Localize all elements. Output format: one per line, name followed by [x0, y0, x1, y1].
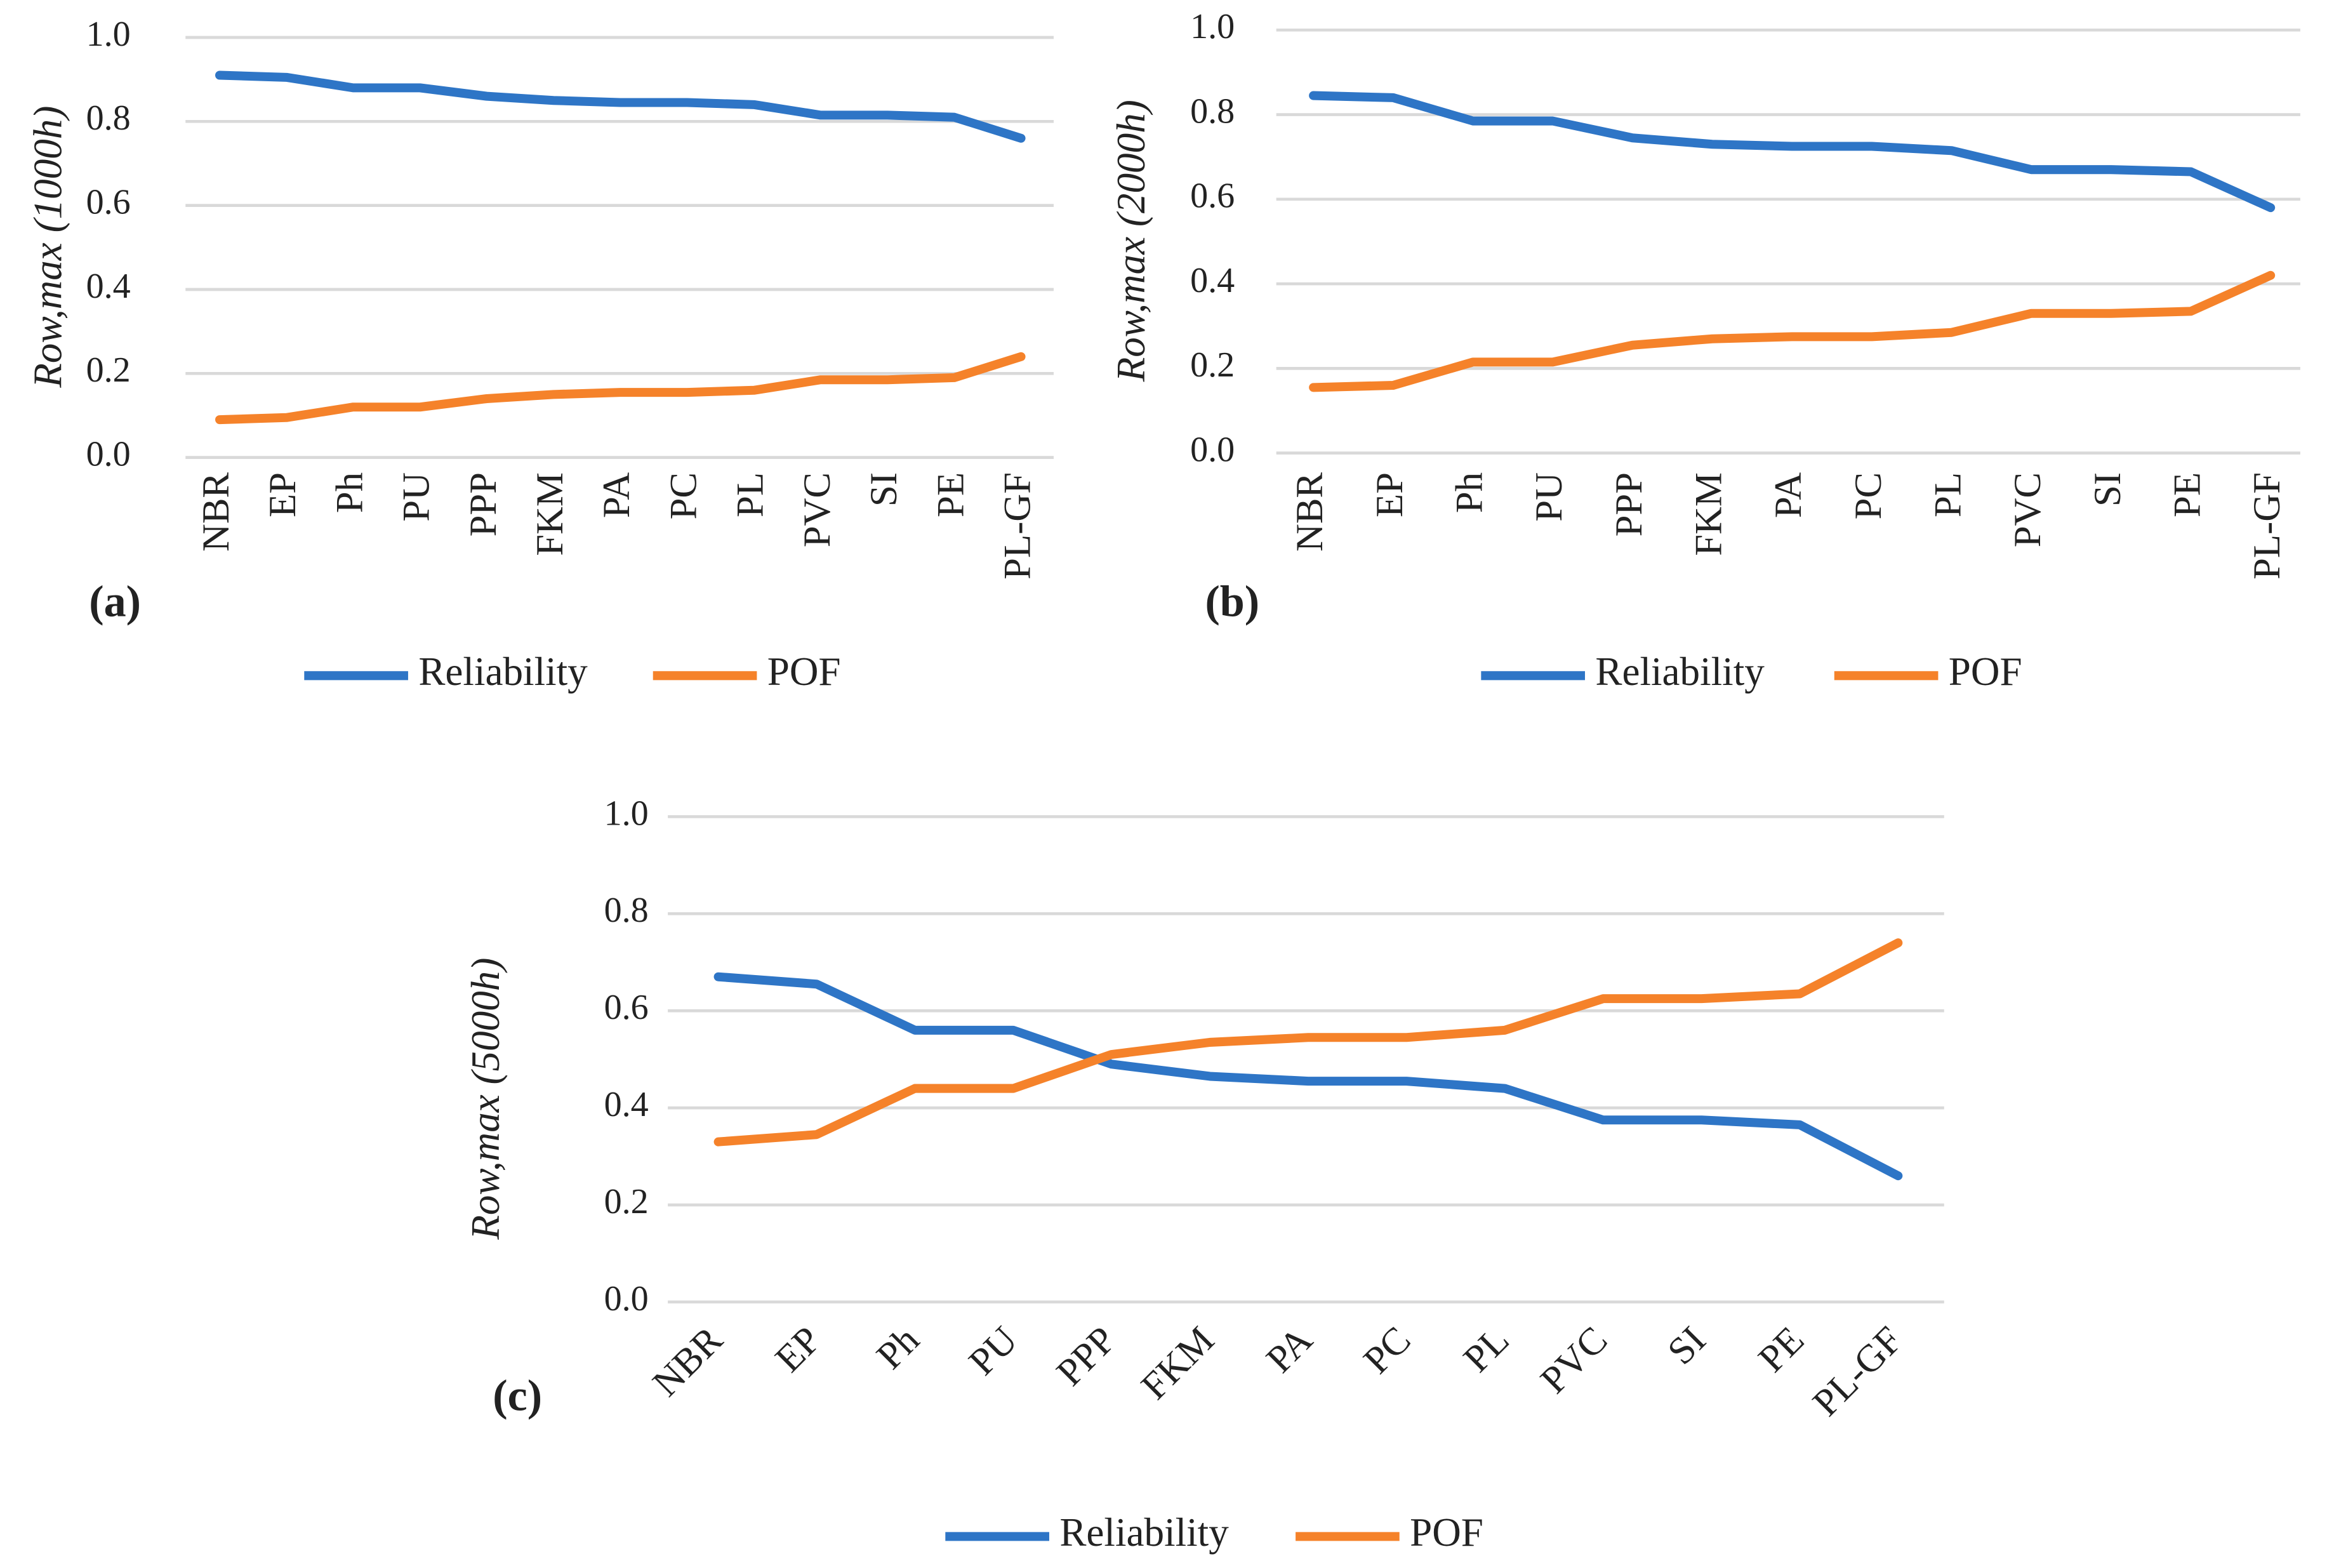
legend-label: POF: [1949, 649, 2022, 694]
y-tick-label: 1.0: [604, 794, 649, 833]
x-tick-label: PA: [1258, 1319, 1320, 1381]
y-tick-label: 0.6: [1190, 176, 1235, 216]
x-tick-label: NBR: [195, 472, 237, 552]
x-tick-label: PC: [662, 472, 705, 519]
x-tick-label: EP: [767, 1319, 830, 1381]
legend-label: Reliability: [1595, 649, 1765, 694]
legend-label: POF: [1410, 1510, 1483, 1555]
x-tick-label: PPP: [1049, 1319, 1124, 1394]
panel-label: (c): [493, 1371, 542, 1420]
series-line: [1309, 270, 2276, 392]
x-tick-label: PA: [595, 472, 638, 518]
x-tick-label: PL: [1926, 472, 1969, 517]
y-tick-label: 0.4: [86, 267, 131, 306]
x-tick-label: PPP: [1608, 472, 1650, 536]
panel-label: (a): [89, 577, 141, 627]
y-axis-label: Row,max (5000h): [463, 958, 508, 1240]
y-axis-label: Row,max (1000h): [25, 106, 70, 389]
legend-label: POF: [767, 649, 841, 694]
series-line: [713, 972, 1903, 1181]
legend-label: Reliability: [418, 649, 588, 694]
x-tick-label: PPP: [462, 472, 505, 536]
x-tick-label: PVC: [2006, 472, 2049, 547]
x-tick-label: SI: [863, 472, 905, 507]
x-tick-label: PU: [1528, 472, 1570, 522]
x-tick-label: NBR: [1289, 472, 1331, 552]
x-tick-label: Ph: [868, 1319, 927, 1378]
x-tick-label: PL-GF: [2246, 472, 2288, 580]
y-tick-label: 1.0: [86, 15, 131, 54]
x-tick-label: FKM: [1133, 1319, 1223, 1408]
y-tick-label: 0.6: [604, 988, 649, 1027]
series-line: [215, 352, 1026, 425]
series-line: [1309, 91, 2276, 213]
x-tick-label: PL-GF: [997, 472, 1039, 580]
y-tick-label: 0.0: [86, 435, 131, 474]
x-tick-label: PE: [1751, 1319, 1813, 1381]
x-tick-label: SI: [2086, 472, 2129, 507]
y-tick-label: 0.0: [604, 1279, 649, 1319]
y-tick-label: 0.2: [86, 350, 131, 390]
x-tick-label: Ph: [328, 472, 371, 513]
y-tick-label: 1.0: [1190, 7, 1235, 46]
y-tick-label: 0.8: [604, 891, 649, 930]
series-line: [713, 938, 1903, 1146]
y-tick-label: 0.0: [1190, 430, 1235, 469]
y-tick-label: 0.2: [604, 1182, 649, 1221]
x-tick-label: NBR: [645, 1319, 731, 1405]
x-tick-label: PVC: [796, 472, 839, 547]
legend-label: Reliability: [1059, 1510, 1229, 1555]
x-tick-label: PL-GF: [1805, 1319, 1911, 1425]
y-tick-label: 0.4: [1190, 261, 1235, 300]
x-tick-label: FKM: [1687, 472, 1730, 556]
series-line: [215, 70, 1026, 143]
y-tick-label: 0.8: [1190, 91, 1235, 131]
x-tick-label: PL: [729, 472, 772, 517]
x-tick-label: PU: [395, 472, 438, 522]
x-tick-label: Ph: [1448, 472, 1490, 513]
y-tick-label: 0.8: [86, 98, 131, 138]
x-tick-label: PC: [1847, 472, 1890, 519]
x-tick-label: FKM: [529, 472, 571, 556]
panel-label: (b): [1205, 577, 1259, 627]
x-tick-label: PA: [1767, 472, 1810, 518]
y-tick-label: 0.6: [86, 183, 131, 222]
x-tick-label: PE: [929, 472, 972, 517]
x-tick-label: PU: [961, 1319, 1026, 1383]
x-tick-label: EP: [262, 472, 304, 517]
x-tick-label: EP: [1369, 472, 1411, 517]
x-tick-label: SI: [1660, 1319, 1714, 1373]
y-tick-label: 0.2: [1190, 345, 1235, 385]
x-tick-label: PVC: [1532, 1319, 1615, 1402]
x-tick-label: PC: [1356, 1319, 1419, 1382]
x-tick-label: PL: [1455, 1319, 1518, 1381]
y-tick-label: 0.4: [604, 1085, 649, 1124]
x-tick-label: PE: [2166, 472, 2208, 517]
y-axis-label: Row,max (2000h): [1109, 100, 1153, 382]
